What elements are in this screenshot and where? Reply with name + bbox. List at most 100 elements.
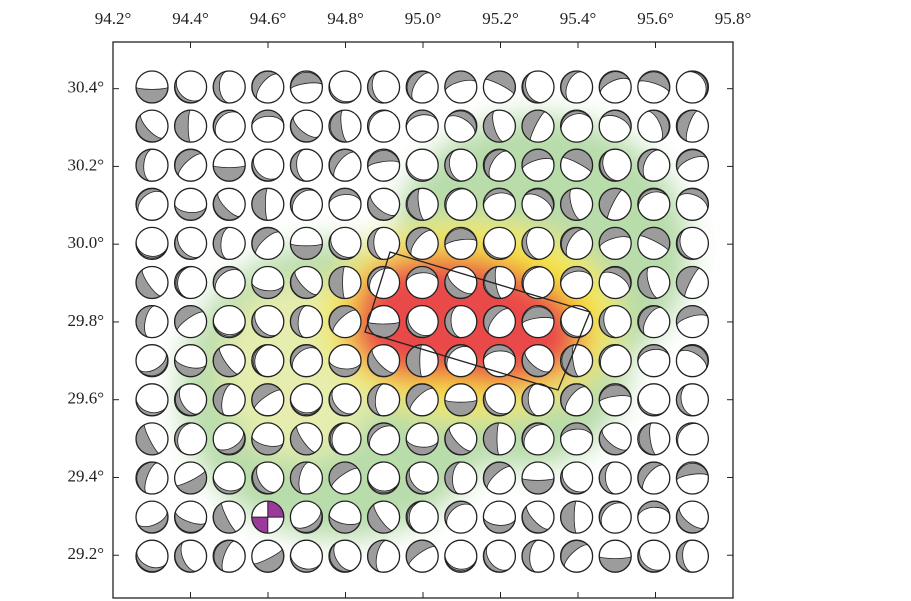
- beachball-outline: [173, 70, 208, 104]
- beachball: [637, 500, 671, 534]
- beachball-outline: [135, 383, 169, 417]
- beachball-outline: [289, 148, 324, 182]
- beachball-outline: [135, 344, 169, 378]
- beachball-outline: [366, 383, 401, 417]
- beachball-outline: [135, 265, 169, 300]
- beachball: [173, 500, 208, 534]
- beachball-lune: [251, 187, 269, 221]
- beachball: [521, 148, 555, 182]
- beachball-outline: [135, 304, 169, 339]
- beachball-outline: [559, 539, 594, 573]
- beachball: [675, 70, 710, 104]
- beachball-bg: [522, 227, 554, 260]
- beachball: [405, 148, 439, 182]
- beachball-outline: [598, 422, 632, 456]
- beachball-outline: [559, 109, 594, 143]
- beachball: [444, 422, 478, 456]
- beachball: [482, 109, 517, 143]
- beachball: [251, 539, 285, 573]
- beachball-bg: [444, 188, 477, 221]
- beachball: [212, 539, 246, 573]
- beachball-bg: [522, 422, 554, 455]
- beachball: [212, 344, 246, 378]
- beachball: [637, 461, 671, 495]
- beachball-outline: [212, 383, 246, 417]
- beachball-outline: [598, 461, 632, 495]
- beachball-lune: [560, 500, 577, 534]
- beachball-outline: [289, 422, 324, 456]
- beachball-bg: [444, 149, 477, 182]
- beachball-bg: [560, 266, 593, 299]
- beachball: [482, 500, 517, 534]
- beachball-outline: [405, 304, 439, 339]
- beachball: [521, 109, 555, 143]
- beachball-outline: [173, 265, 208, 300]
- beachball-outline: [598, 148, 632, 182]
- beachball-outline: [482, 226, 517, 261]
- beachball: [173, 539, 208, 573]
- beachball-outline: [598, 187, 632, 221]
- beachball: [289, 383, 324, 417]
- beachball: [482, 265, 517, 300]
- beachball: [598, 500, 632, 534]
- beachball: [173, 70, 208, 104]
- beachball: [135, 187, 169, 221]
- beachball: [521, 226, 555, 261]
- beachball-bg: [174, 71, 207, 103]
- beachball-outline: [328, 304, 362, 339]
- beachball: [598, 109, 632, 143]
- beachball-outline: [366, 265, 401, 300]
- beachball-outline: [328, 187, 362, 221]
- beachball-outline: [675, 304, 710, 339]
- beachball: [559, 70, 594, 104]
- beachball-outline: [521, 461, 555, 495]
- beachball-outline: [637, 265, 671, 300]
- beachball-outline: [251, 461, 285, 495]
- beachball-outline: [559, 265, 594, 300]
- beachball-bg: [637, 540, 670, 573]
- beachball: [173, 148, 208, 182]
- fault-plane: [364, 251, 591, 391]
- beachball: [289, 265, 324, 300]
- beachball-outline: [212, 461, 246, 495]
- beachball-outline: [405, 109, 439, 143]
- beachball-outline: [173, 187, 208, 221]
- x-tick-label: 94.6°: [250, 9, 287, 28]
- beachball-outline: [173, 383, 208, 417]
- beachball: [675, 226, 710, 261]
- beachball-outline: [598, 265, 632, 300]
- beachball-outline: [289, 461, 324, 495]
- beachball-outline: [559, 148, 594, 182]
- beachball-outline: [444, 265, 478, 300]
- beachball-outline: [637, 148, 671, 182]
- beachball: [366, 383, 401, 417]
- beachball: [135, 500, 169, 534]
- beachball-outline: [444, 226, 478, 261]
- beachball: [173, 304, 208, 339]
- beachball: [135, 109, 169, 143]
- beachball: [559, 422, 594, 456]
- beachball: [251, 148, 285, 182]
- beachball: [559, 226, 594, 261]
- beachball-outline: [675, 500, 710, 534]
- beachball-outline: [328, 226, 362, 261]
- beachball: [289, 187, 324, 221]
- beachball-outline: [173, 461, 208, 495]
- beachball: [366, 187, 401, 221]
- beachball-outline: [521, 304, 555, 339]
- beachball: [173, 383, 208, 417]
- beachball-outline: [444, 500, 478, 534]
- beachball-outline: [637, 109, 671, 143]
- y-tick-label: 30.0°: [67, 233, 104, 252]
- beachball-outline: [135, 109, 169, 143]
- beachball-bg: [483, 383, 516, 416]
- beachball: [521, 539, 555, 573]
- beachball-outline: [444, 422, 478, 456]
- beachball: [482, 539, 517, 573]
- beachball-bg: [290, 383, 323, 416]
- beachball-bg: [213, 110, 246, 143]
- beachball-outline: [366, 461, 401, 495]
- beachball: [675, 539, 710, 573]
- beachball-outline: [405, 70, 439, 104]
- beachball-outline: [289, 304, 324, 339]
